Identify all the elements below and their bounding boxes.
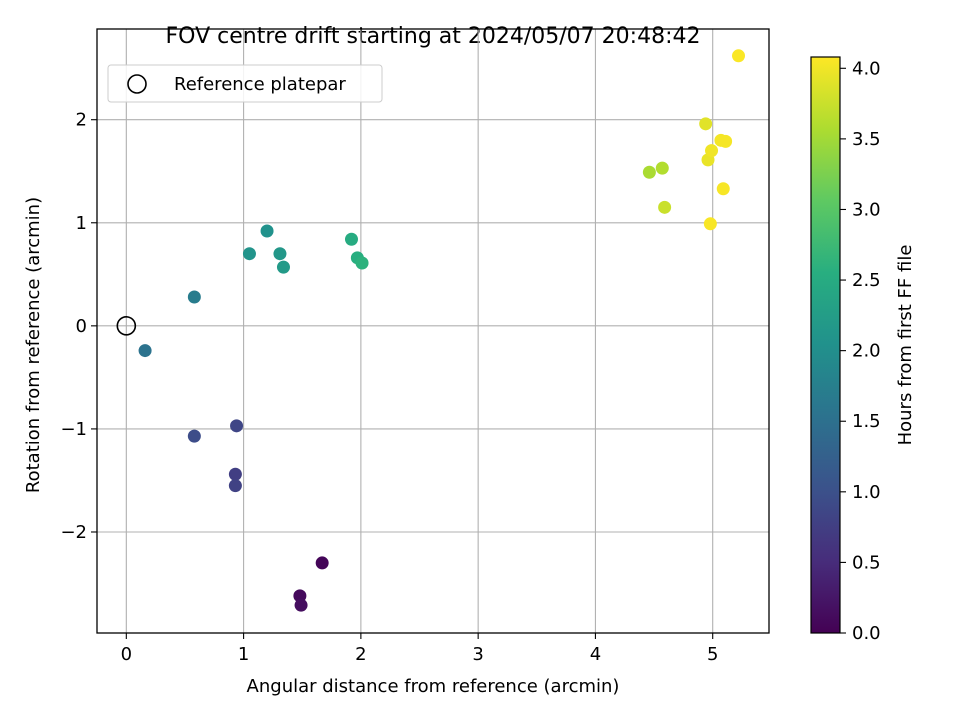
data-point: [716, 182, 730, 196]
x-tick-label: 3: [472, 644, 483, 665]
legend-open-circle-icon: [127, 74, 147, 94]
data-point: [344, 232, 358, 246]
data-point: [260, 224, 274, 238]
y-axis-ticks: −2 −1 0 1 2: [60, 110, 97, 543]
colorbar-tick-label: 2.5: [852, 270, 881, 291]
y-axis-label: Rotation from reference (arcmin): [23, 197, 44, 493]
data-point: [658, 200, 672, 214]
y-tick-label: −2: [60, 522, 87, 543]
data-point: [699, 117, 713, 131]
y-tick-label: 2: [76, 110, 87, 131]
data-point: [719, 134, 733, 148]
colorbar-tick-label: 1.5: [852, 411, 881, 432]
y-tick-label: 0: [76, 316, 87, 337]
data-point: [705, 144, 719, 158]
legend-box: [107, 64, 383, 103]
legend: Reference platepar: [107, 64, 383, 103]
data-point: [273, 247, 287, 261]
reference-point-marker: [116, 316, 137, 336]
data-point: [228, 479, 242, 493]
data-point: [655, 161, 669, 175]
x-tick-label: 1: [238, 644, 249, 665]
colorbar-tick-label: 1.0: [852, 482, 881, 503]
colorbar-tick-label: 0.0: [852, 623, 881, 644]
data-point: [703, 217, 717, 231]
x-tick-label: 4: [590, 644, 601, 665]
y-tick-label: −1: [60, 419, 87, 440]
data-points: [138, 49, 746, 612]
colorbar-tick-label: 2.0: [852, 341, 881, 362]
data-point: [294, 598, 308, 612]
x-tick-label: 2: [355, 644, 366, 665]
data-point: [138, 344, 152, 358]
data-point: [242, 247, 256, 261]
colorbar-label: Hours from first FF file: [895, 245, 916, 446]
x-tick-label: 5: [707, 644, 718, 665]
plot-frame: [96, 28, 770, 634]
data-point: [230, 419, 244, 433]
colorbar-tick-label: 3.0: [852, 199, 881, 220]
x-tick-label: 0: [121, 644, 132, 665]
colorbar-tick-label: 3.5: [852, 129, 881, 150]
data-point: [315, 556, 329, 570]
data-point: [355, 256, 369, 270]
data-point: [642, 165, 656, 179]
data-point: [228, 467, 242, 481]
data-point: [187, 290, 201, 304]
x-axis-ticks: 0 1 2 3 4 5: [121, 633, 718, 665]
data-point: [732, 49, 746, 63]
colorbar-ticks: 0.0 0.5 1.0 1.5 2.0 2.5 3.0 3.5 4.0: [840, 58, 881, 644]
y-tick-label: 1: [76, 213, 87, 234]
colorbar: [810, 56, 841, 634]
colorbar-tick-label: 0.5: [852, 552, 881, 573]
data-point: [187, 429, 201, 443]
x-axis-label: Angular distance from reference (arcmin): [247, 676, 620, 697]
chart-title: FOV centre drift starting at 2024/05/07 …: [166, 24, 701, 49]
legend-label: Reference platepar: [174, 74, 346, 95]
data-point: [276, 260, 290, 274]
grid-lines: [97, 29, 769, 633]
colorbar-tick-label: 4.0: [852, 58, 881, 79]
